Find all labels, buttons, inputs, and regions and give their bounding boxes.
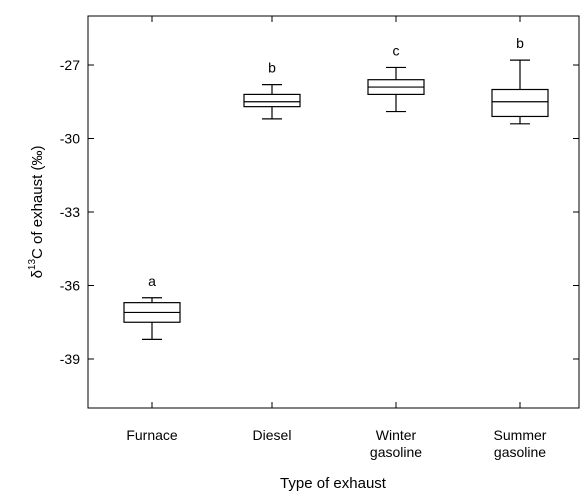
interquartile-box xyxy=(491,88,549,118)
group-letter-label: b xyxy=(268,60,276,76)
y-axis-label-superscript: 13 xyxy=(27,259,38,271)
y-axis: -27 -30 -33 -36 -39 xyxy=(60,57,579,367)
group-letter-label: c xyxy=(393,42,400,58)
x-tick-label: Summer xyxy=(494,427,547,443)
x-axis-label: Type of exhaust xyxy=(280,475,387,492)
interquartile-box xyxy=(243,93,301,108)
x-tick-label: Winter xyxy=(376,427,417,443)
x-tick-label: gasoline xyxy=(370,444,422,460)
plot-frame xyxy=(87,15,580,409)
x-axis: Furnace Diesel WintergasolineSummergasolin… xyxy=(126,16,547,460)
box-1: a xyxy=(123,273,181,340)
y-tick-label: -33 xyxy=(60,204,80,220)
x-tick-label: gasoline xyxy=(494,444,546,460)
box-3: c xyxy=(367,42,425,113)
y-tick-label: -39 xyxy=(60,351,80,367)
y-axis-label-delta: δ xyxy=(29,270,46,278)
group-letter-label: a xyxy=(148,273,156,289)
y-tick-label: -27 xyxy=(60,57,80,73)
y-tick-label: -30 xyxy=(60,131,80,147)
x-tick-label: Diesel xyxy=(253,427,292,443)
y-axis-label-text: C of exhaust (‰) xyxy=(29,146,46,259)
box-4: b xyxy=(491,35,549,125)
group-letter-label: b xyxy=(516,35,524,51)
y-axis-label: δ13C of exhaust (‰) xyxy=(27,146,46,279)
box-2: b xyxy=(243,60,301,120)
box-series: a b c b xyxy=(123,35,549,340)
x-tick-label: Furnace xyxy=(126,427,178,443)
y-tick-label: -36 xyxy=(60,278,80,294)
